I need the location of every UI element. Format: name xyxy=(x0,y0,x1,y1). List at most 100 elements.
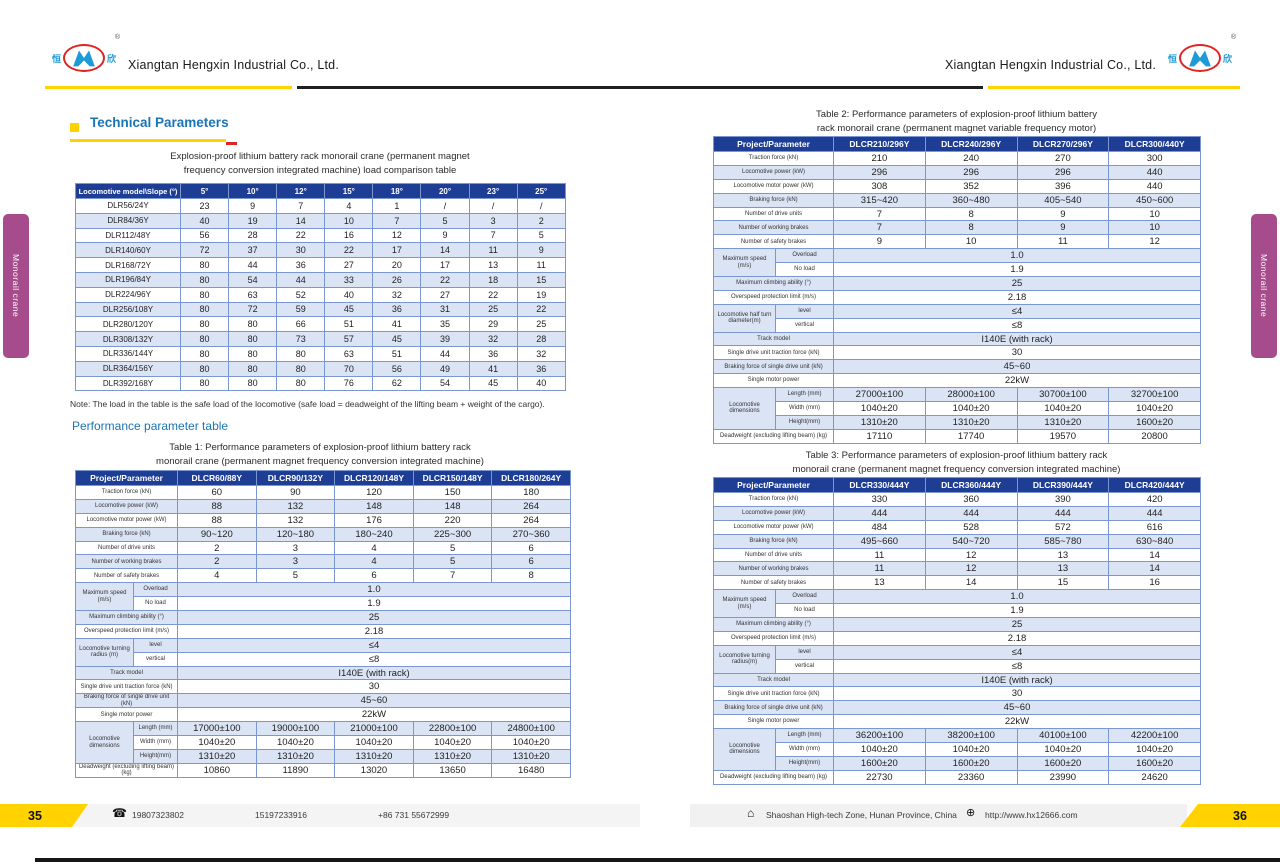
perf-row: Width (mm) 1040±20 1040±20 1040±20 1040±20 10… xyxy=(76,735,571,751)
param-value: 300 xyxy=(1108,151,1202,166)
load-value: 10 xyxy=(324,212,374,229)
load-value: 80 xyxy=(179,345,230,362)
load-value: 80 xyxy=(179,257,230,273)
perf-col-header: DLCR360/444Y xyxy=(924,477,1018,493)
load-table-row: DLR336/144Y 80 80 80 63 51 44 36 32 xyxy=(75,345,566,362)
param-value: 4 xyxy=(334,540,414,556)
side-tab-label: Monorail crane xyxy=(11,254,21,318)
param-value: 22kW xyxy=(833,373,1202,389)
section-underline xyxy=(70,139,226,142)
param-value: I140E (with rack) xyxy=(833,331,1202,347)
load-value: 49 xyxy=(420,360,470,377)
perf-row: Maximum speed (m/s) Overload 1.0 xyxy=(713,248,1202,278)
param-label: Single drive unit traction force (kN) xyxy=(712,686,835,702)
param-sub-label: No load xyxy=(774,603,835,619)
load-value: 63 xyxy=(324,345,374,362)
param-value: 10 xyxy=(1108,220,1202,236)
perf-col-header: DLCR60/88Y xyxy=(177,470,257,486)
perf-row: Overspeed protection limit (m/s) 2.18 xyxy=(712,630,1202,646)
param-group-label: Locomotive dimensions xyxy=(75,721,134,764)
perf-row: Maximum climbing ability (°) 25 xyxy=(74,610,571,625)
param-group-label: Locomotive turning radius (m) xyxy=(75,637,134,667)
param-value: 24620 xyxy=(1108,769,1202,785)
footer-address: Shaoshan High-tech Zone, Hunan Province,… xyxy=(766,810,957,820)
perf-row: Number of safety brakes 4 5 6 7 8 xyxy=(74,568,571,584)
load-value: 11 xyxy=(468,242,518,259)
param-label: Number of working brakes xyxy=(74,554,179,570)
performance-table-3: Project/Parameter DLCR330/444Y DLCR360/444… xyxy=(712,477,1202,785)
load-value: 28 xyxy=(228,227,278,244)
perf-row: Overspeed protection limit (m/s) 2.18 xyxy=(74,623,571,639)
param-label: Braking force of single drive unit (kN) xyxy=(74,693,179,709)
param-value: 8 xyxy=(924,206,1018,222)
param-value: 7 xyxy=(412,568,493,584)
perf-row: Maximum climbing ability (°) 25 xyxy=(712,276,1202,291)
param-value: 1600±20 xyxy=(1016,755,1110,771)
load-value: 40 xyxy=(324,286,374,303)
perf-row: Locomotive motor power (kW) 484 528 572 616 xyxy=(712,519,1202,535)
param-value: 10 xyxy=(924,234,1018,250)
param-value: 10 xyxy=(1108,206,1202,222)
locomotive-model: DLR336/144Y xyxy=(75,345,181,362)
load-value: 72 xyxy=(179,242,230,259)
param-value: 45~60 xyxy=(833,359,1202,375)
perf-row: Number of safety brakes 13 14 15 16 xyxy=(712,575,1202,591)
param-value: 1600±20 xyxy=(924,755,1018,771)
param-value: 25 xyxy=(833,276,1202,291)
param-value: 30 xyxy=(833,686,1202,702)
load-value: 20 xyxy=(372,257,422,273)
side-tab-label: Monorail crane xyxy=(1259,254,1269,318)
perf-table-header-row: Project/Parameter DLCR60/88Y DLCR90/132Y DL… xyxy=(74,470,571,486)
param-label: Braking force of single drive unit (kN) xyxy=(712,700,835,716)
footer-bar-left xyxy=(70,804,640,827)
param-value: 150 xyxy=(412,485,493,500)
param-value: 390 xyxy=(1016,492,1110,507)
load-value: 13 xyxy=(468,257,518,273)
load-value: 56 xyxy=(179,227,230,244)
param-value: 7 xyxy=(833,220,926,236)
param-group-label: Maximum speed (m/s) xyxy=(713,248,776,278)
param-sub-label: vertical xyxy=(132,651,179,667)
load-value: 80 xyxy=(179,360,230,377)
load-value: 36 xyxy=(516,360,566,377)
param-value: 17110 xyxy=(833,428,926,444)
load-table-title: Explosion-proof lithium battery rack mon… xyxy=(170,151,470,176)
param-value: 1600±20 xyxy=(1108,755,1202,771)
locomotive-model: DLR84/36Y xyxy=(75,212,181,229)
param-value: 444 xyxy=(924,505,1018,521)
perf-row: Maximum speed (m/s) Overload 1.0 xyxy=(713,589,1202,619)
param-label: Braking force (kN) xyxy=(712,192,835,208)
load-value: 32 xyxy=(372,286,422,303)
param-value: 405~540 xyxy=(1016,192,1110,208)
perf-row: Single motor power 22kW xyxy=(712,373,1202,389)
perf-row: Braking force of single drive unit (kN) 4… xyxy=(74,693,571,709)
param-label: Number of working brakes xyxy=(712,561,835,577)
param-value: 132 xyxy=(255,498,336,514)
param-label: Number of safety brakes xyxy=(712,575,835,591)
load-value: 45 xyxy=(324,301,374,318)
param-label: Braking force (kN) xyxy=(712,533,835,549)
locomotive-model: DLR224/96Y xyxy=(75,286,181,303)
param-value: 16 xyxy=(1108,575,1202,591)
load-value: 1 xyxy=(372,198,422,214)
param-value: 2.18 xyxy=(177,623,571,639)
load-value: 17 xyxy=(420,257,470,273)
param-label: Locomotive power (kW) xyxy=(712,505,835,521)
load-value: 39 xyxy=(420,331,470,347)
param-value: 3 xyxy=(255,540,336,556)
section-underline-accent xyxy=(226,142,237,145)
table2-title: Table 2: Performance parameters of explo… xyxy=(816,109,1097,134)
perf-row: Number of drive units 7 8 9 10 xyxy=(712,206,1202,222)
param-value: 45~60 xyxy=(833,700,1202,716)
param-value: 308 xyxy=(833,178,926,194)
performance-subsection-title: Performance parameter table xyxy=(72,419,229,433)
bottom-rule xyxy=(35,858,1280,862)
param-value: 14 xyxy=(1108,547,1202,563)
param-sub-label: level xyxy=(774,644,835,660)
param-value: 315~420 xyxy=(833,192,926,208)
load-value: 44 xyxy=(276,271,326,288)
param-value: 22730 xyxy=(833,769,926,785)
perf-row: Number of drive units 11 12 13 14 xyxy=(712,547,1202,563)
param-value: 148 xyxy=(334,498,414,514)
param-value: 90~120 xyxy=(177,526,257,542)
